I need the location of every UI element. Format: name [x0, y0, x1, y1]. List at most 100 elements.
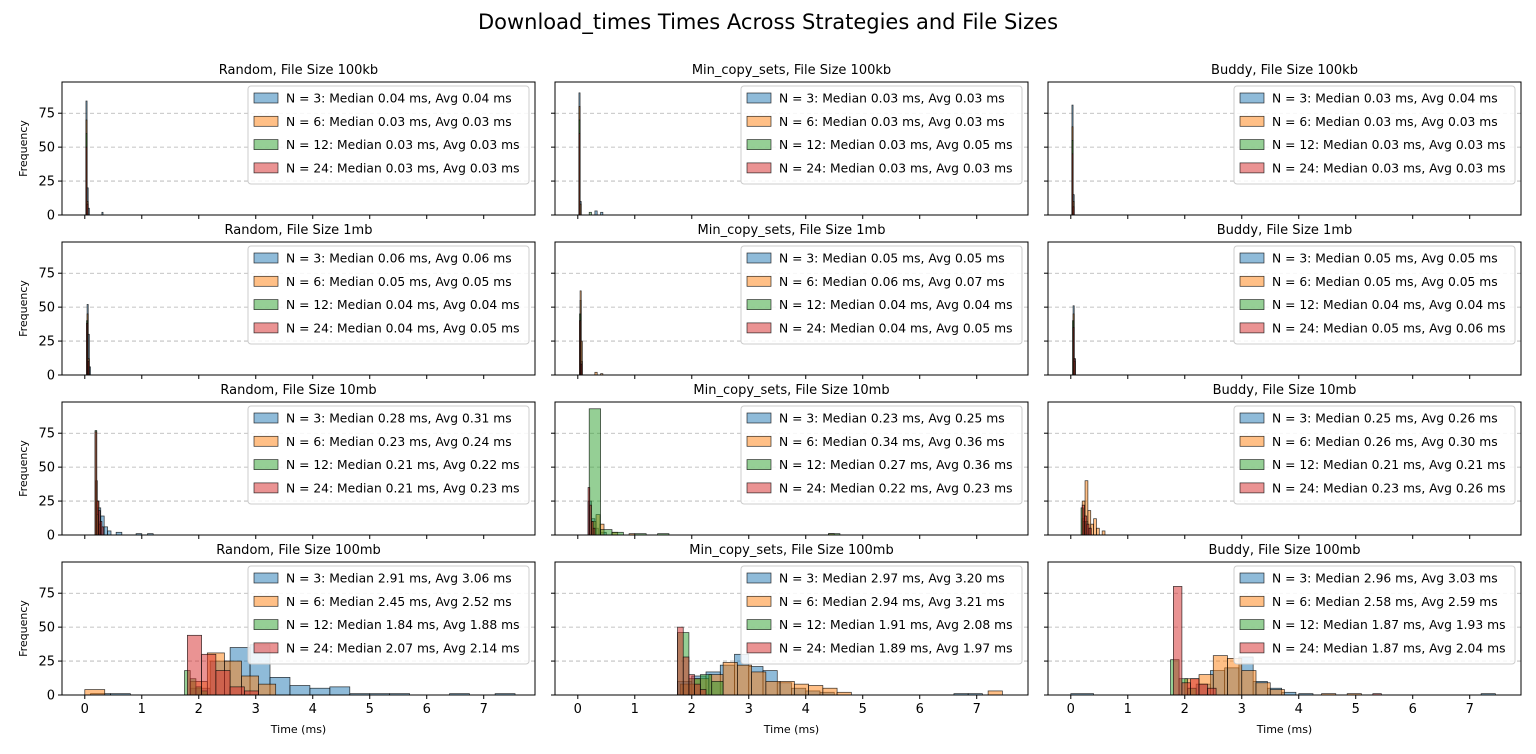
axes-frame [61, 561, 536, 696]
legend-label-n3: N = 3: Median 2.96 ms, Avg 3.03 ms [1272, 572, 1498, 586]
x-tick-label: 2 [688, 702, 696, 717]
x-tick-label: 6 [916, 702, 924, 717]
histogram-bar-n24 [694, 683, 701, 696]
y-tick-label: 25 [38, 335, 55, 350]
subplot-title: Random, File Size 1mb [225, 223, 373, 238]
x-tick-label: 3 [252, 702, 260, 717]
histogram-bar-n24 [688, 674, 695, 696]
x-tick-label: 4 [1295, 702, 1303, 717]
legend-label-n12: N = 12: Median 0.03 ms, Avg 0.03 ms [1272, 138, 1506, 152]
legend-label-n6: N = 6: Median 2.58 ms, Avg 2.59 ms [1272, 595, 1498, 609]
legend-swatch-n24 [1239, 642, 1265, 654]
x-tick-label: 5 [1352, 702, 1360, 717]
legend-swatch-n6 [1239, 115, 1265, 127]
subplot-2-1: Random, File Size 1mb 0 25 50 75 Frequency N =… [17, 223, 536, 384]
subplot-title: Random, File Size 100kb [219, 63, 378, 78]
subplot-4-2: Min_copy_sets, File Size 100mb 0 1 2 3 4 5 6 7 Ti… [551, 543, 1029, 736]
y-tick-label: 75 [38, 267, 55, 282]
subplot-title: Random, File Size 100mb [216, 543, 381, 558]
subplot-title: Min_copy_sets, File Size 100mb [689, 543, 893, 558]
legend-swatch-n6 [746, 275, 772, 287]
legend-swatch-n3 [1239, 572, 1265, 584]
axes-frame [61, 401, 536, 536]
histogram-bar-n6 [751, 671, 767, 696]
x-tick-label: 5 [859, 702, 867, 717]
histogram-bar-n24 [580, 363, 583, 376]
legend-label-n12: N = 12: Median 1.87 ms, Avg 1.93 ms [1272, 618, 1506, 632]
subplot-2-3: Buddy, File Size 1mb N = 3: Median 0.05 m… [1044, 223, 1522, 379]
histogram-bar-n12 [711, 681, 724, 696]
histogram-bar-n24 [682, 656, 690, 696]
legend-box [247, 565, 530, 665]
legend-swatch-n24 [253, 322, 279, 334]
legend-label-n6: N = 6: Median 0.03 ms, Avg 0.03 ms [286, 115, 512, 129]
x-axis-label: Time (ms) [270, 723, 326, 736]
x-tick-label: 7 [1466, 702, 1474, 717]
histogram-bar-n6 [1255, 682, 1271, 696]
legend-box [740, 565, 1023, 665]
histogram-bar-n24 [699, 689, 707, 696]
histogram-bar-n6 [765, 681, 781, 696]
histogram-bar-n6 [779, 681, 795, 696]
x-tick-label: 6 [423, 702, 431, 717]
y-tick-label: 50 [38, 301, 55, 316]
legend-swatch-n6 [253, 595, 279, 607]
legend-swatch-n24 [746, 482, 772, 494]
legend-swatch-n6 [746, 435, 772, 447]
legend-label-n3: N = 3: Median 0.05 ms, Avg 0.05 ms [779, 252, 1005, 266]
legend-label-n24: N = 24: Median 0.23 ms, Avg 0.26 ms [1272, 481, 1506, 495]
legend-swatch-n3 [1239, 92, 1265, 104]
y-tick-label: 0 [47, 689, 55, 704]
histogram-bar-n24 [244, 690, 259, 696]
y-tick-label: 50 [38, 621, 55, 636]
x-tick-label: 2 [195, 702, 203, 717]
x-tick-label: 0 [1067, 702, 1075, 717]
histogram-bar-n24 [1071, 153, 1074, 216]
axes-frame [1047, 81, 1522, 216]
legend-box [740, 405, 1023, 505]
legend-label-n6: N = 6: Median 0.05 ms, Avg 0.05 ms [1272, 275, 1498, 289]
y-tick-label: 0 [47, 369, 55, 384]
subplot-title: Buddy, File Size 10mb [1213, 383, 1357, 398]
legend-swatch-n6 [746, 595, 772, 607]
histogram-bar-n24 [86, 203, 89, 216]
y-tick-label: 0 [47, 529, 55, 544]
subplot-3-3: Buddy, File Size 10mb N = 3: Median 0.25 … [1044, 383, 1522, 539]
x-tick-label: 3 [1238, 702, 1246, 717]
legend-label-n12: N = 12: Median 0.21 ms, Avg 0.21 ms [1272, 458, 1506, 472]
legend-swatch-n6 [253, 435, 279, 447]
legend-box [1233, 85, 1516, 185]
legend-label-n24: N = 24: Median 0.05 ms, Avg 0.06 ms [1272, 321, 1506, 335]
legend-label-n3: N = 3: Median 0.23 ms, Avg 0.25 ms [779, 412, 1005, 426]
legend-label-n12: N = 12: Median 1.91 ms, Avg 2.08 ms [779, 618, 1013, 632]
y-axis-label: Frequency [17, 440, 30, 497]
histogram-bar-n24 [1173, 586, 1183, 696]
x-tick-label: 3 [745, 702, 753, 717]
histogram-bar-n24 [1207, 687, 1217, 696]
x-tick-label: 6 [1409, 702, 1417, 717]
legend-swatch-n12 [746, 139, 772, 150]
histogram-bar-n24 [215, 670, 231, 696]
legend-swatch-n12 [746, 299, 772, 310]
legend-label-n12: N = 12: Median 0.21 ms, Avg 0.22 ms [286, 458, 520, 472]
histogram-bar-n3 [107, 530, 112, 536]
legend-swatch-n6 [1239, 435, 1265, 447]
legend-label-n6: N = 6: Median 0.03 ms, Avg 0.03 ms [1272, 115, 1498, 129]
subplot-3-1: Random, File Size 10mb 0 25 50 75 Frequency N … [17, 383, 536, 544]
legend-swatch-n12 [253, 459, 279, 470]
legend-label-n6: N = 6: Median 0.06 ms, Avg 0.07 ms [779, 275, 1005, 289]
legend-label-n3: N = 3: Median 2.97 ms, Avg 3.20 ms [779, 572, 1005, 586]
histogram-bar-n3 [594, 210, 598, 216]
legend-label-n24: N = 24: Median 0.21 ms, Avg 0.23 ms [286, 481, 520, 495]
legend-swatch-n24 [746, 162, 772, 174]
y-tick-label: 75 [38, 107, 55, 122]
histogram-bar-n6 [1269, 689, 1285, 696]
legend-label-n3: N = 3: Median 0.25 ms, Avg 0.26 ms [1272, 412, 1498, 426]
axes-frame [554, 241, 1029, 376]
legend-label-n6: N = 6: Median 0.26 ms, Avg 0.30 ms [1272, 435, 1498, 449]
legend-swatch-n6 [253, 275, 279, 287]
histogram-bar-n3 [329, 686, 351, 696]
x-tick-label: 7 [973, 702, 981, 717]
histogram-bar-n6 [822, 687, 838, 696]
y-axis-label: Frequency [17, 280, 30, 337]
